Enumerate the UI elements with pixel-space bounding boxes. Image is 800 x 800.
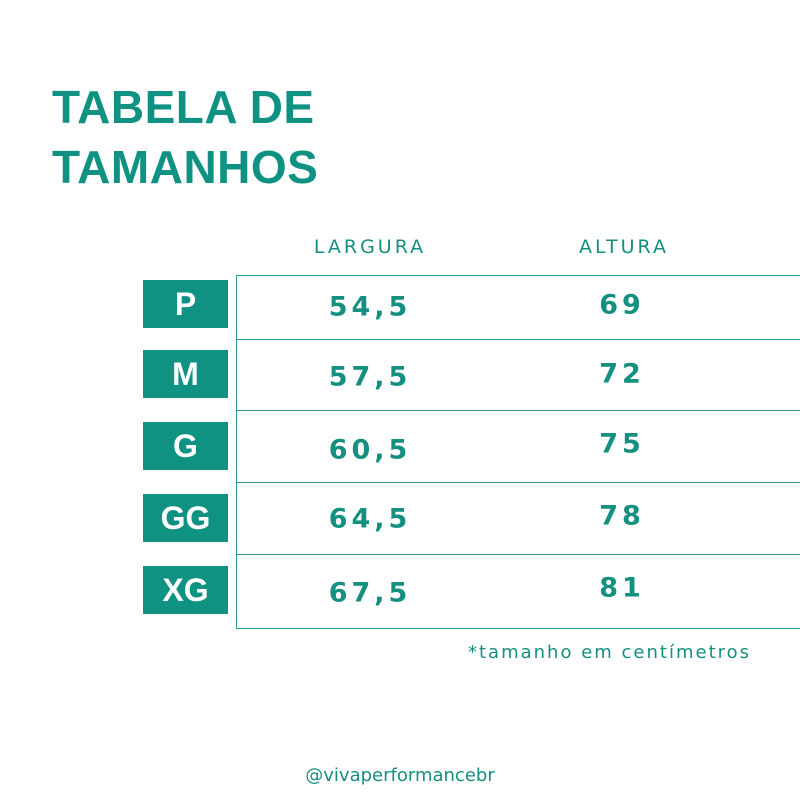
row-divider: [236, 554, 800, 555]
altura-value: 78: [599, 500, 645, 532]
size-label: G: [143, 422, 228, 470]
handle: @vivaperformancebr: [305, 765, 495, 786]
largura-value: 54,5: [328, 291, 412, 323]
altura-value: 72: [599, 358, 645, 390]
note: *tamanho em centímetros: [468, 642, 752, 663]
size-label: P: [143, 280, 228, 328]
row-divider: [236, 339, 800, 340]
largura-value: 60,5: [328, 434, 412, 466]
column-header: LARGURA: [313, 236, 427, 258]
row-divider: [236, 482, 800, 483]
table-border: [236, 275, 237, 628]
size-label: M: [143, 350, 228, 398]
title-line: TABELA DE: [52, 81, 315, 133]
altura-value: 75: [599, 428, 645, 460]
column-header: ALTURA: [579, 236, 669, 258]
size-label: GG: [143, 494, 228, 542]
row-divider: [236, 628, 800, 629]
row-divider: [236, 410, 800, 411]
largura-value: 67,5: [328, 577, 412, 609]
largura-value: 57,5: [328, 361, 412, 393]
title-line: TAMANHOS: [52, 141, 319, 193]
size-label: XG: [143, 566, 228, 614]
altura-value: 81: [599, 572, 645, 604]
altura-value: 69: [599, 289, 645, 321]
row-divider: [236, 275, 800, 276]
largura-value: 64,5: [328, 503, 412, 535]
